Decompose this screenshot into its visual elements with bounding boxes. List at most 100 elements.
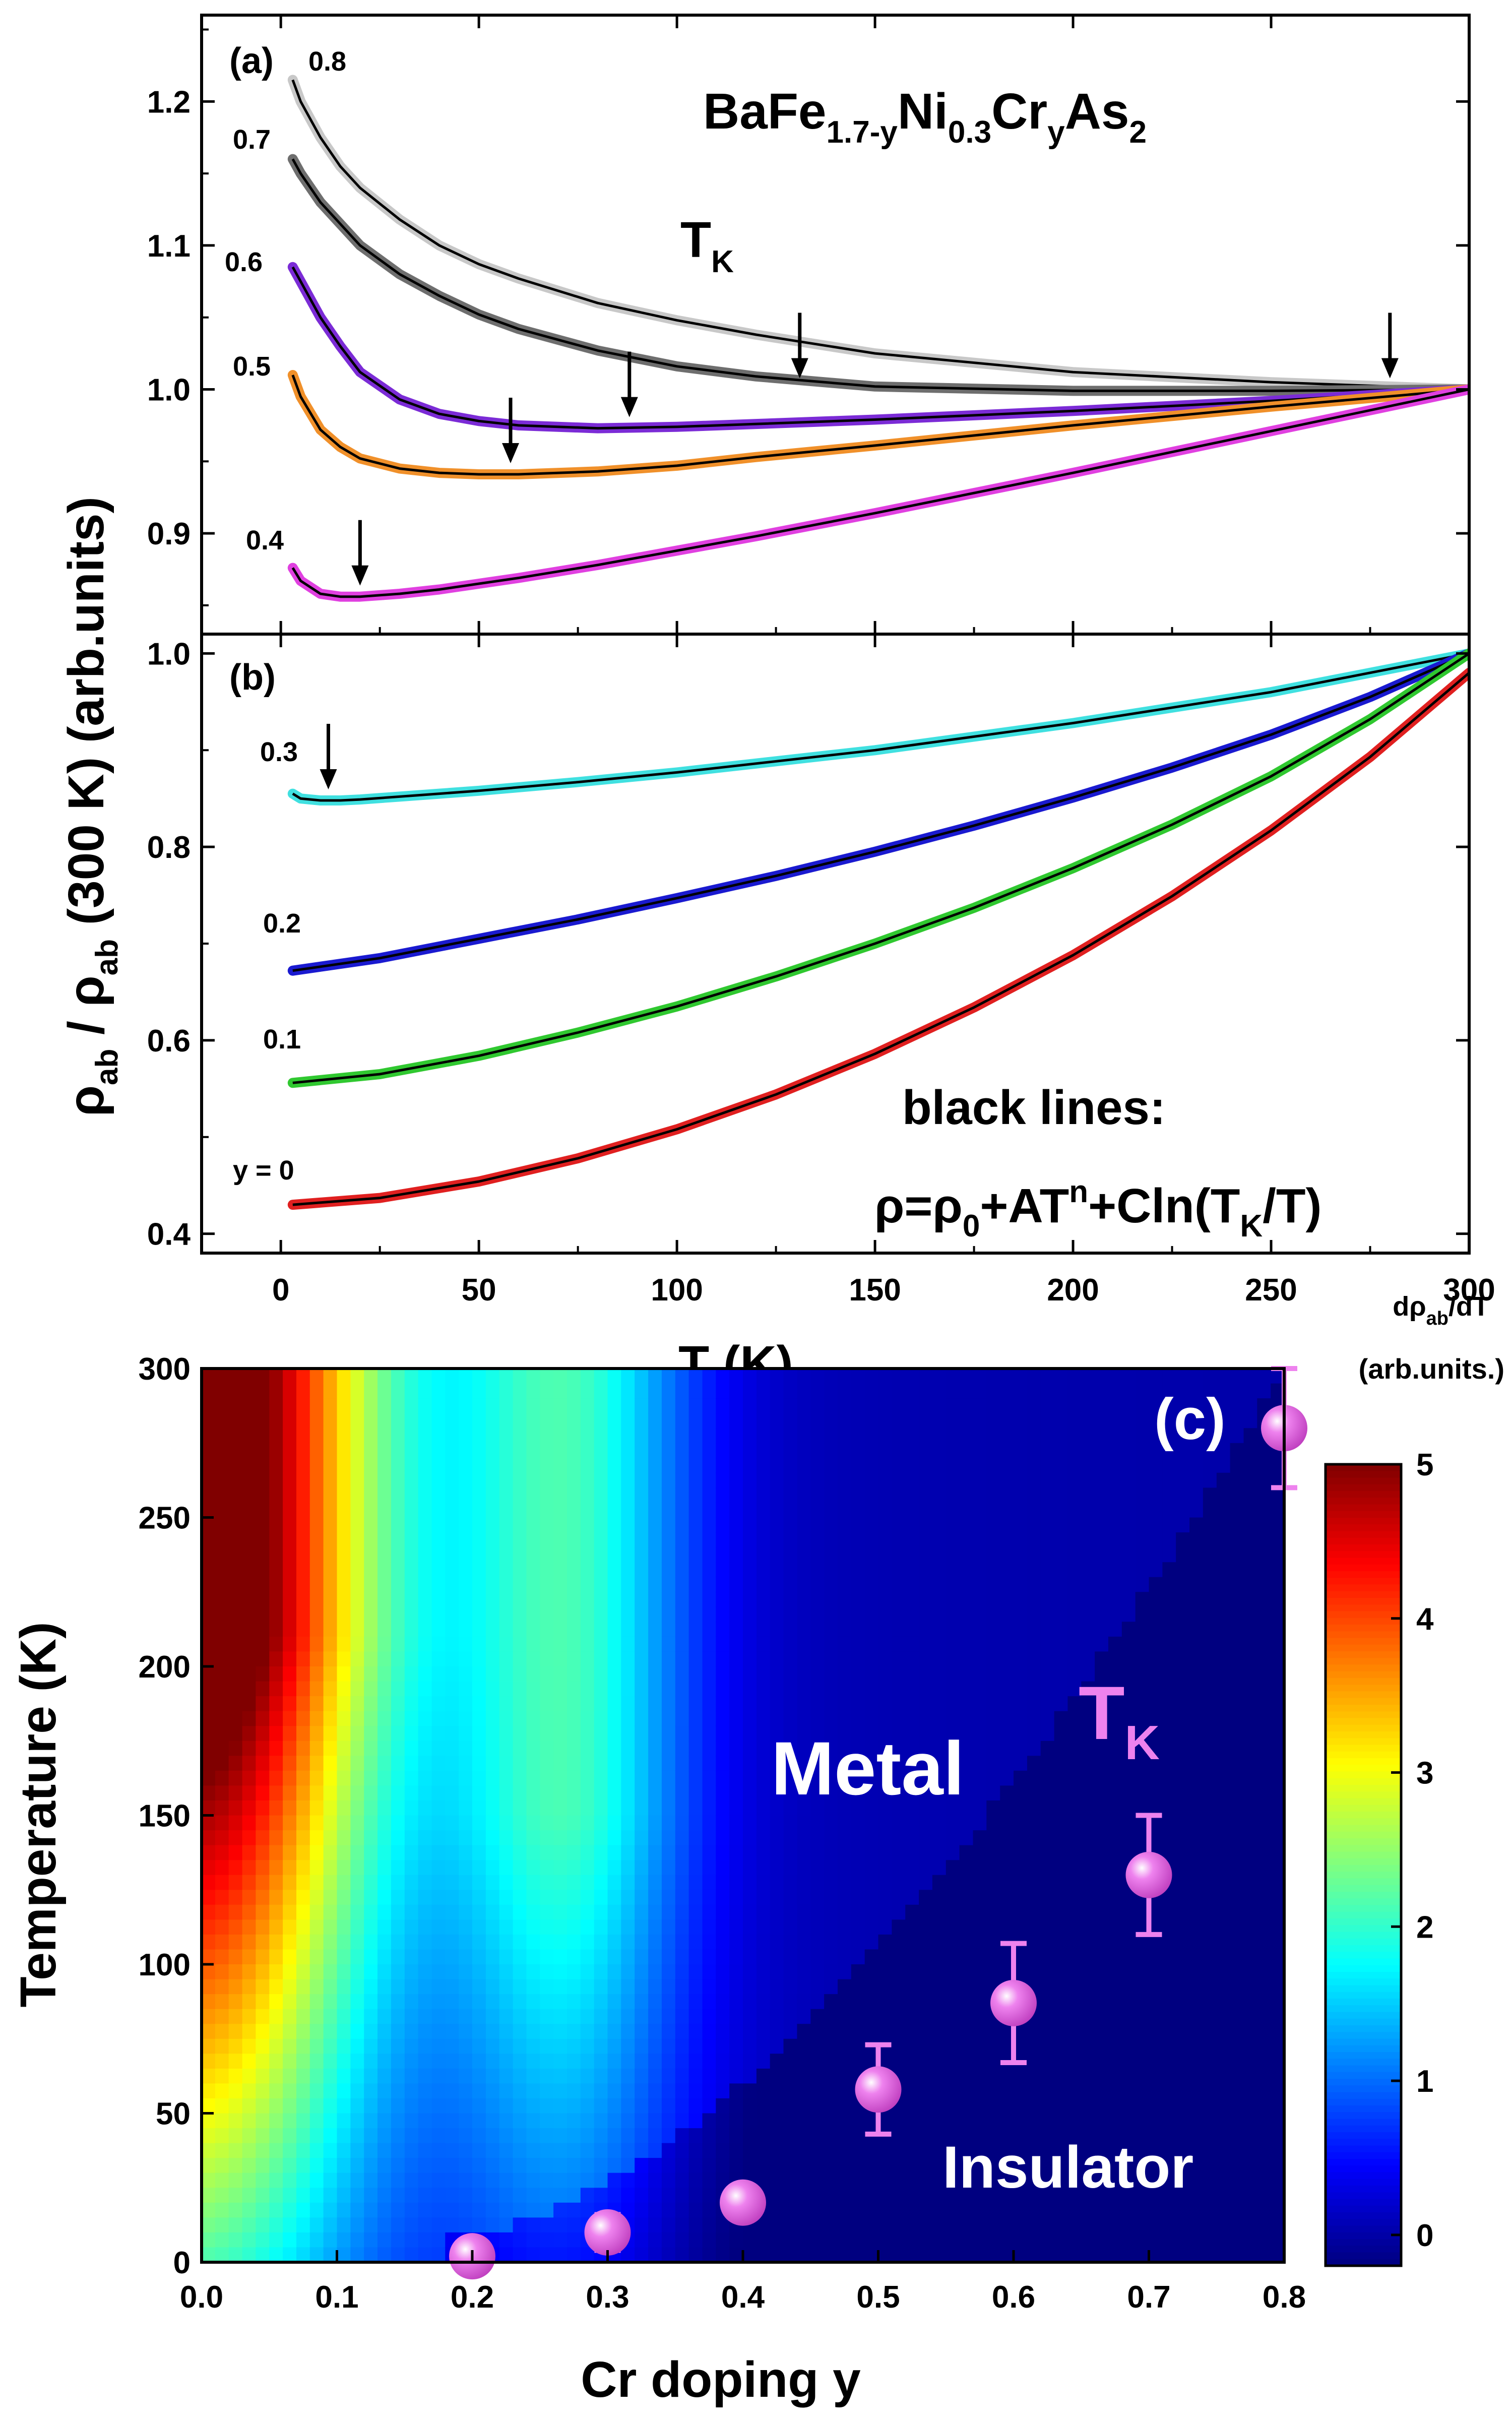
- heatmap-cell: [635, 1473, 649, 1488]
- heatmap-cell: [648, 1487, 662, 1503]
- heatmap-cell: [621, 1398, 635, 1413]
- heatmap-cell: [1162, 1518, 1176, 1533]
- heatmap-cell: [648, 1413, 662, 1429]
- heatmap-cell: [594, 2039, 608, 2054]
- heatmap-cell: [215, 2098, 229, 2114]
- heatmap-cell: [1000, 1651, 1014, 1666]
- heatmap-cell: [689, 1785, 703, 1800]
- heatmap-cell: [1217, 1800, 1231, 1816]
- heatmap-cell: [594, 1487, 608, 1503]
- heatmap-cell: [405, 1592, 419, 1607]
- heatmap-cell: [810, 2009, 825, 2024]
- heatmap-cell: [553, 2173, 568, 2188]
- heatmap-cell: [256, 2098, 270, 2114]
- heatmap-cell: [797, 2247, 811, 2262]
- heatmap-cell: [689, 1845, 703, 1860]
- heatmap-cell: [377, 1607, 392, 1622]
- heatmap-cell: [377, 1428, 392, 1443]
- heatmap-cell: [919, 1696, 933, 1711]
- heatmap-cell: [283, 1875, 297, 1890]
- heatmap-cell: [960, 2039, 974, 2054]
- heatmap-cell: [1230, 1384, 1244, 1399]
- heatmap-cell: [703, 1458, 717, 1473]
- heatmap-cell: [1230, 2188, 1244, 2203]
- heatmap-cell: [743, 1666, 757, 1682]
- heatmap-cell: [269, 2069, 283, 2084]
- heatmap-cell: [310, 2232, 324, 2248]
- heatmap-cell: [770, 1592, 784, 1607]
- heatmap-cell: [1000, 1905, 1014, 1920]
- heatmap-cell: [283, 1443, 297, 1458]
- heatmap-cell: [648, 1666, 662, 1682]
- panel-ab-y-axis-label: ρab / ρab (300 K) (arb.units): [58, 496, 124, 1116]
- heatmap-cell: [810, 1696, 825, 1711]
- heatmap-cell: [865, 2232, 879, 2248]
- heatmap-cell: [486, 1830, 500, 1845]
- heatmap-cell: [1230, 1905, 1244, 1920]
- heatmap-cell: [1189, 1964, 1204, 1979]
- heatmap-cell: [770, 1711, 784, 1726]
- heatmap-cell: [459, 1979, 473, 1995]
- heatmap-cell: [296, 1935, 310, 1950]
- heatmap-cell: [1162, 2203, 1176, 2218]
- x-tick-label: 250: [1245, 1273, 1297, 1308]
- heatmap-cell: [567, 1577, 581, 1592]
- heatmap-cell: [324, 1875, 338, 1890]
- heatmap-cell: [1095, 2114, 1109, 2129]
- heatmap-cell: [689, 2009, 703, 2024]
- heatmap-cell: [743, 1562, 757, 1577]
- heatmap-cell: [729, 1935, 743, 1950]
- heatmap-cell: [878, 1816, 893, 1831]
- heatmap-cell: [1257, 2247, 1271, 2262]
- heatmap-cell: [716, 1905, 730, 1920]
- heatmap-cell: [648, 1607, 662, 1622]
- heatmap-cell: [784, 2054, 798, 2069]
- heatmap-cell: [608, 1487, 622, 1503]
- heatmap-cell: [445, 1919, 459, 1935]
- heatmap-cell: [1271, 2143, 1285, 2158]
- heatmap-cell: [215, 2203, 229, 2218]
- heatmap-cell: [1271, 1666, 1285, 1682]
- heatmap-cell: [946, 1994, 960, 2009]
- heatmap-cell: [405, 1905, 419, 1920]
- heatmap-cell: [391, 1785, 405, 1800]
- heatmap-cell: [1108, 2024, 1122, 2039]
- heatmap-cell: [202, 1413, 216, 1429]
- heatmap-cell: [486, 2128, 500, 2143]
- heatmap-cell: [635, 2188, 649, 2203]
- heatmap-cell: [729, 1487, 743, 1503]
- heatmap-cell: [784, 1592, 798, 1607]
- heatmap-cell: [405, 1741, 419, 1756]
- heatmap-cell: [662, 1696, 676, 1711]
- heatmap-cell: [269, 1994, 283, 2009]
- heatmap-cell: [405, 1696, 419, 1711]
- heatmap-cell: [1257, 2069, 1271, 2084]
- heatmap-cell: [1067, 1771, 1082, 1786]
- heatmap-cell: [1108, 1964, 1122, 1979]
- heatmap-cell: [215, 2039, 229, 2054]
- heatmap-cell: [486, 2217, 500, 2232]
- heatmap-cell: [1217, 2114, 1231, 2129]
- heatmap-cell: [526, 1771, 540, 1786]
- heatmap-cell: [1081, 1935, 1095, 1950]
- heatmap-cell: [743, 1577, 757, 1592]
- heatmap-cell: [1081, 1785, 1095, 1800]
- heatmap-cell: [1203, 2247, 1217, 2262]
- heatmap-cell: [350, 1919, 364, 1935]
- heatmap-cell: [608, 1369, 622, 1384]
- heatmap-cell: [865, 1651, 879, 1666]
- heatmap-cell: [810, 1637, 825, 1652]
- heatmap-cell: [1014, 1369, 1028, 1384]
- heatmap-cell: [1000, 1771, 1014, 1786]
- heatmap-cell: [1189, 1666, 1204, 1682]
- heatmap-cell: [324, 1428, 338, 1443]
- heatmap-cell: [1203, 2114, 1217, 2129]
- heatmap-cell: [459, 1487, 473, 1503]
- heatmap-cell: [242, 2188, 257, 2203]
- heatmap-cell: [256, 1547, 270, 1563]
- heatmap-cell: [797, 1369, 811, 1384]
- heatmap-cell: [1027, 1949, 1041, 1964]
- heatmap-cell: [350, 1830, 364, 1845]
- heatmap-cell: [1000, 1890, 1014, 1905]
- heatmap-cell: [1257, 1384, 1271, 1399]
